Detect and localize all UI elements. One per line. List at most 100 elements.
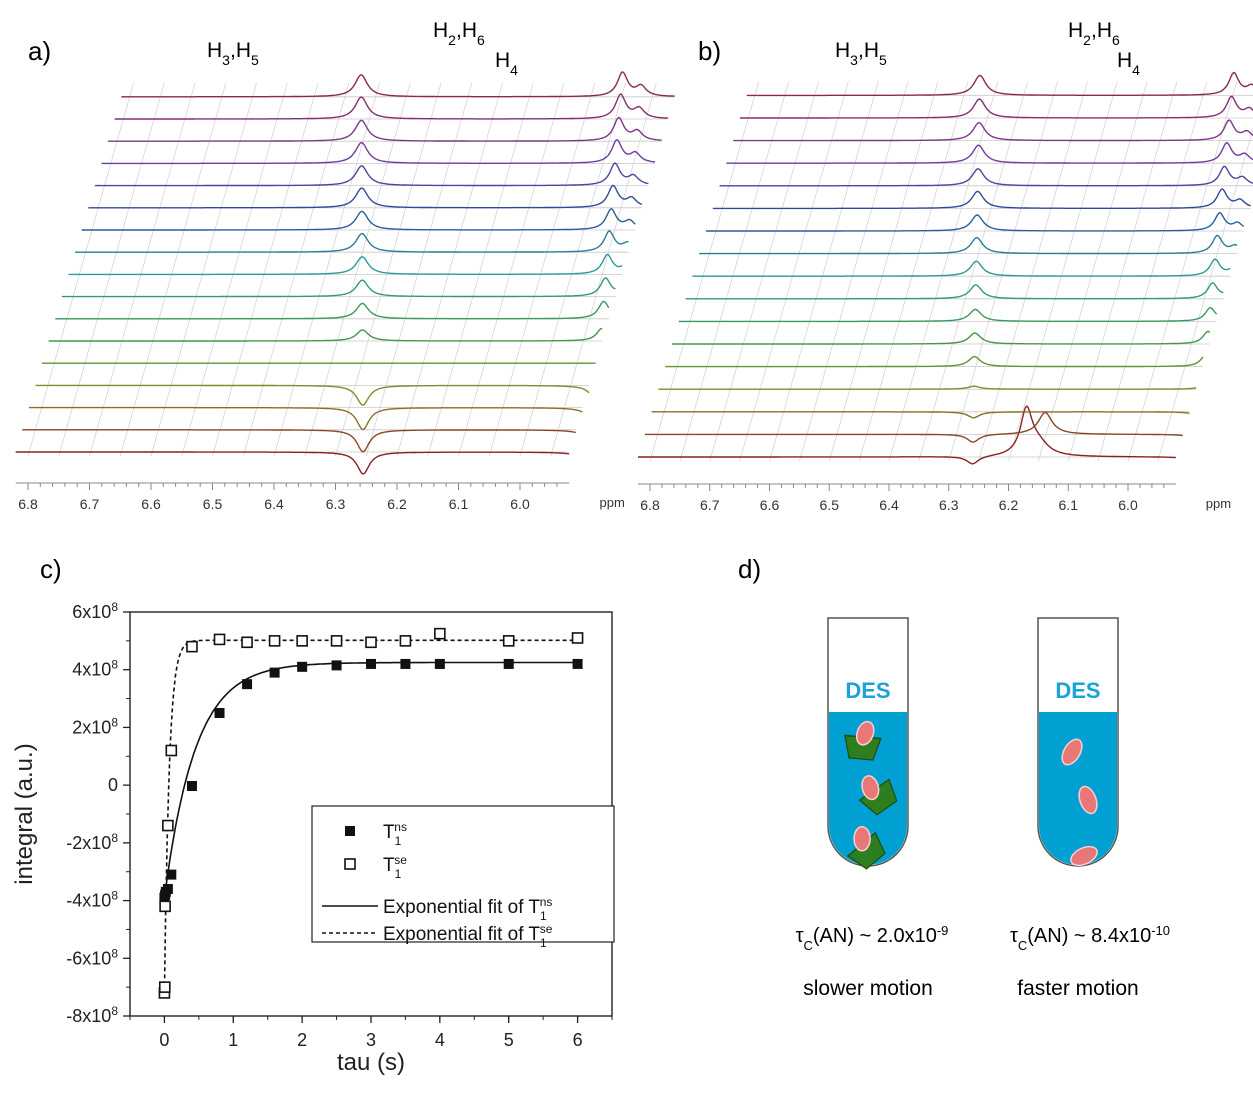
- tube-right-des-label: DES: [1055, 678, 1100, 703]
- motion-label-right: faster motion: [1017, 977, 1138, 1000]
- ppm-tick-label: 6.3: [326, 496, 346, 512]
- ppm-tick-label: 6.5: [203, 496, 223, 512]
- spectrum-trace: [719, 165, 1253, 187]
- panel-c-label: c): [40, 554, 62, 584]
- t1ns-point: [366, 658, 376, 669]
- ppm-tick-label: 6.4: [879, 497, 899, 513]
- ppm-tick-label: 6.3: [939, 497, 959, 513]
- ppm-tick-label: 6.4: [264, 496, 284, 512]
- spectrum-trace: [651, 411, 1190, 419]
- spectrum-trace: [94, 162, 649, 187]
- t1ns-point: [186, 781, 197, 792]
- tube-right: DES: [1037, 617, 1119, 867]
- panel-b-label: b): [698, 36, 721, 66]
- spectrum-trace: [706, 211, 1245, 232]
- t1ns-point: [162, 884, 173, 895]
- t1ns-point: [331, 660, 342, 671]
- t1se-point: [268, 635, 281, 647]
- t1se-point: [502, 635, 515, 647]
- ppm-unit-label: ppm: [600, 495, 625, 510]
- spectrum-trace: [644, 411, 1183, 443]
- x-tick-label: 5: [504, 1030, 514, 1050]
- t1se-point: [434, 627, 446, 640]
- analyte-3: [853, 825, 871, 852]
- legend-text-t1se: T1se: [383, 853, 407, 881]
- tube-left-des-label: DES: [845, 678, 890, 703]
- x-tick-label: 3: [366, 1030, 376, 1050]
- analyte-2: [861, 775, 880, 801]
- t1se-point: [241, 636, 253, 649]
- spectrum-trace: [685, 282, 1224, 300]
- complex-2: [858, 775, 898, 816]
- spectrum-trace: [699, 234, 1238, 255]
- spectrum-trace: [48, 327, 603, 342]
- complex-1: [844, 720, 882, 761]
- t1ns-point: [572, 658, 583, 669]
- t1se-point: [158, 981, 171, 993]
- spectrum-trace: [658, 385, 1197, 390]
- spectrum-trace: [733, 119, 1253, 142]
- spectrum-trace: [114, 93, 669, 120]
- spectrum-trace: [692, 258, 1231, 277]
- y-tick-label: -4x108: [66, 889, 118, 911]
- t1se-point: [571, 632, 584, 644]
- y-tick-label: -2x108: [66, 831, 118, 853]
- spectrum-trace: [75, 230, 629, 253]
- spectrum-trace: [665, 355, 1204, 368]
- spectrum-trace: [638, 405, 1176, 465]
- t1ns-point: [166, 869, 177, 880]
- tau-label-right: τC(AN) ~ 8.4x10-10: [1010, 923, 1170, 953]
- spectrum-trace: [740, 95, 1253, 119]
- stacked-spectra-b: [638, 71, 1253, 465]
- free-analyte-2: [1078, 785, 1098, 815]
- spectrum-trace: [61, 276, 616, 298]
- ppm-tick-label: 6.6: [760, 497, 780, 513]
- t1se-point: [330, 635, 343, 647]
- spectrum-trace: [678, 306, 1218, 323]
- y-tick-label: -6x108: [66, 946, 118, 968]
- relaxation-chart: 0 1 2 3 4 5 6 -8x108 -6x108 -4x108 -2x108 0 2x108 4x1…: [11, 600, 615, 1076]
- spectrum-trace: [68, 253, 623, 276]
- spectrum-trace: [672, 330, 1211, 345]
- tau-label-left: τC(AN) ~ 2.0x10-9: [796, 923, 949, 953]
- y-axis-label: integral (a.u.): [11, 743, 38, 884]
- spectrum-trace: [726, 141, 1253, 164]
- ppm-tick-label: 6.1: [449, 496, 469, 512]
- chart-legend: T1ns T1se Exponential fit of T1nsExponenti…: [311, 805, 615, 950]
- legend-text-fit-se: Exponential fit of T1se: [383, 922, 553, 950]
- t1se-point: [213, 633, 226, 646]
- t1ns-point: [214, 708, 225, 718]
- ppm-tick-label: 6.1: [1059, 497, 1079, 513]
- spectrum-trace: [712, 188, 1251, 210]
- ppm-tick-label: 6.2: [387, 496, 407, 512]
- t1se-point: [162, 819, 174, 832]
- ppm-tick-label: 6.5: [820, 497, 840, 513]
- t1ns-point: [297, 661, 308, 672]
- complex-3: [846, 825, 886, 870]
- spectrum-trace: [101, 139, 656, 165]
- ppm-tick-label: 6.8: [640, 497, 660, 513]
- peak-label-h4-b: H4: [1117, 49, 1140, 78]
- t1se-point: [159, 900, 171, 913]
- free-analyte-1: [1061, 738, 1083, 766]
- stack-grid: [15, 82, 675, 457]
- spectrum-trace: [22, 429, 576, 453]
- ppm-tick-label: 6.2: [999, 497, 1019, 513]
- ppm-tick-label: 6.7: [80, 496, 100, 512]
- y-tick-label: 0: [108, 775, 118, 795]
- ppm-axis-b: 6.8 6.7 6.6 6.5 6.4 6.3 6.2 6.1 6.0 ppm: [638, 483, 1231, 513]
- stack-grid: [638, 81, 1253, 462]
- t1ns-point: [434, 658, 445, 669]
- y-tick-label: 4x108: [72, 658, 118, 680]
- peak-label-h3-h5-a: H3,H5: [207, 39, 259, 68]
- x-tick-label: 0: [159, 1030, 169, 1050]
- panel-d-label: d): [738, 554, 761, 584]
- t1se-point: [186, 640, 198, 653]
- spectrum-trace: [15, 451, 570, 475]
- spectrum-trace: [81, 208, 636, 231]
- tube-left: DES: [827, 617, 909, 870]
- spectrum-trace: [746, 71, 1253, 97]
- free-analyte-3: [1070, 845, 1098, 867]
- t1se-point: [399, 635, 412, 647]
